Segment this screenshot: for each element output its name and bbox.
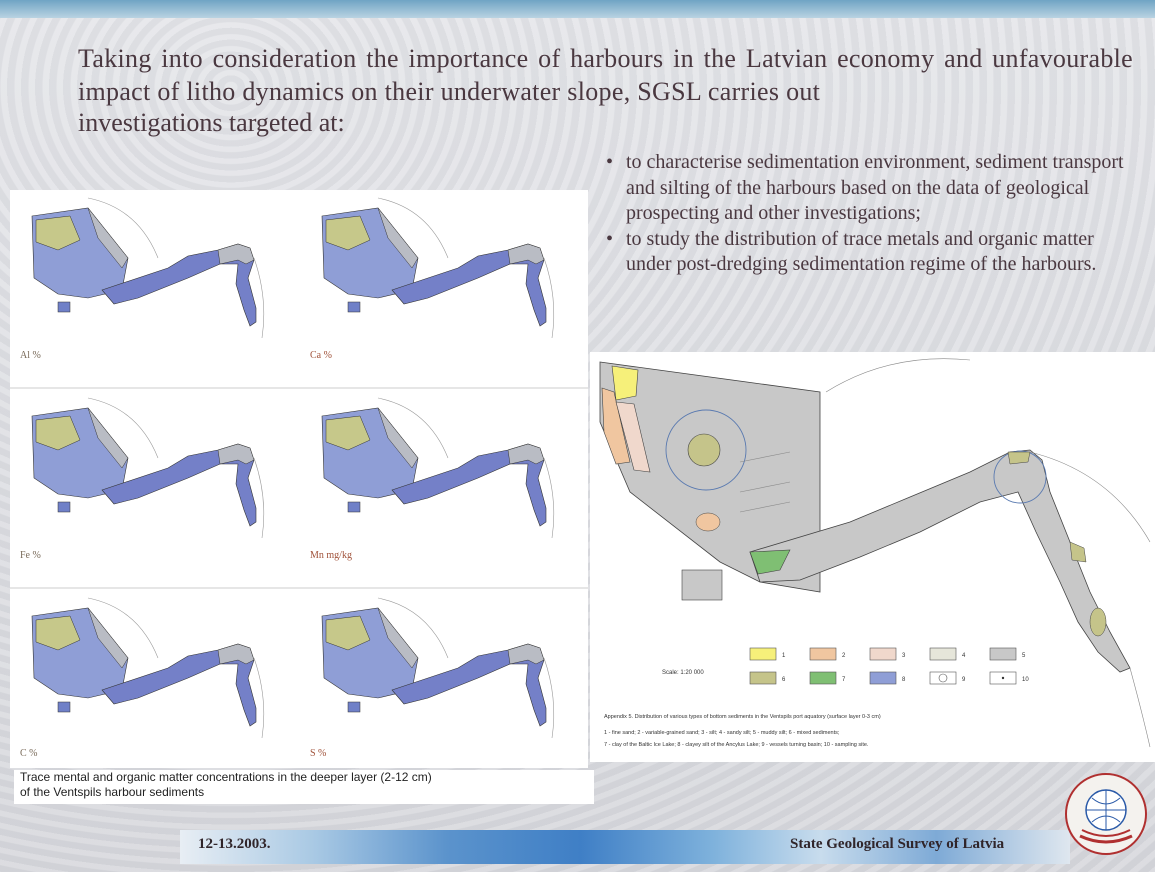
map-label: S % xyxy=(310,748,326,759)
objectives-list: to characterise sedimentation environmen… xyxy=(604,150,1144,278)
legend-swatch xyxy=(809,671,837,685)
maps-caption-line2: of the Ventspils harbour sediments xyxy=(20,785,205,799)
map-c xyxy=(31,597,265,739)
sediment-caption-title: Appendix 5. Distribution of various type… xyxy=(604,714,881,720)
sediment-caption-line1: 1 - fine sand; 2 - variable-grained sand… xyxy=(604,730,840,736)
map-mn xyxy=(321,397,555,539)
sampling-site-symbol xyxy=(1001,676,1005,680)
map-label: C % xyxy=(20,748,38,759)
map-label: Al % xyxy=(20,350,41,361)
legend-label: 6 xyxy=(782,677,786,683)
map-s xyxy=(321,597,555,739)
legend-swatch xyxy=(749,671,777,685)
objective-item: to characterise sedimentation environmen… xyxy=(604,150,1144,227)
legend-label: 4 xyxy=(962,653,966,659)
sediment-map: Scale: 1:20 000 1 2 3 4 5 6 7 8 9 10 Appendix 5. … xyxy=(599,358,1151,748)
top-bar xyxy=(0,0,1155,18)
trace-metal-maps-panel: Al % Ca % Fe % Mn mg/kg C % S % xyxy=(10,190,588,768)
legend-label: 1 xyxy=(782,653,786,659)
legend-swatch xyxy=(989,647,1017,661)
map-label: Mn mg/kg xyxy=(310,550,352,561)
intro-text-line3: investigations targeted at: xyxy=(78,108,345,137)
legend-label: 7 xyxy=(842,677,846,683)
maps-caption: Trace mental and organic matter concentr… xyxy=(14,770,594,804)
sediment-map-panel: Scale: 1:20 000 1 2 3 4 5 6 7 8 9 10 Appendix 5. … xyxy=(590,352,1155,762)
footer-date: 12-13.2003. xyxy=(198,836,271,852)
legend-label: 9 xyxy=(962,677,966,683)
legend-label: 10 xyxy=(1022,677,1029,683)
maps-caption-line1: Trace mental and organic matter concentr… xyxy=(20,770,432,784)
legend-swatch xyxy=(929,647,957,661)
legend-swatch xyxy=(869,671,897,685)
legend-label: 5 xyxy=(1022,653,1026,659)
survey-logo xyxy=(1065,773,1147,855)
legend-label: 2 xyxy=(842,653,846,659)
sediment-legend: 1 2 3 4 5 6 7 8 9 10 xyxy=(749,647,1029,685)
trace-metal-maps: Al % Ca % Fe % Mn mg/kg C % S % xyxy=(10,197,588,759)
legend-label: 8 xyxy=(902,677,906,683)
objective-item: to study the distribution of trace metal… xyxy=(604,227,1144,278)
legend-swatch xyxy=(929,671,957,685)
map-ca xyxy=(321,197,555,339)
footer-bar xyxy=(180,830,1070,864)
legend-swatch xyxy=(809,647,837,661)
map-label: Ca % xyxy=(310,350,332,361)
legend-label: 3 xyxy=(902,653,906,659)
legend-swatch xyxy=(749,647,777,661)
sediment-caption-line2: 7 - clay of the Baltic Ice Lake; 8 - cla… xyxy=(604,742,869,748)
footer-organization: State Geological Survey of Latvia xyxy=(790,836,1005,852)
map-al xyxy=(31,197,265,339)
map-scale: Scale: 1:20 000 xyxy=(662,670,704,676)
legend-swatch xyxy=(869,647,897,661)
turning-basin-symbol xyxy=(938,673,948,683)
intro-text: Taking into consideration the importance… xyxy=(78,44,1133,106)
map-fe xyxy=(31,397,265,539)
map-label: Fe % xyxy=(20,550,41,561)
